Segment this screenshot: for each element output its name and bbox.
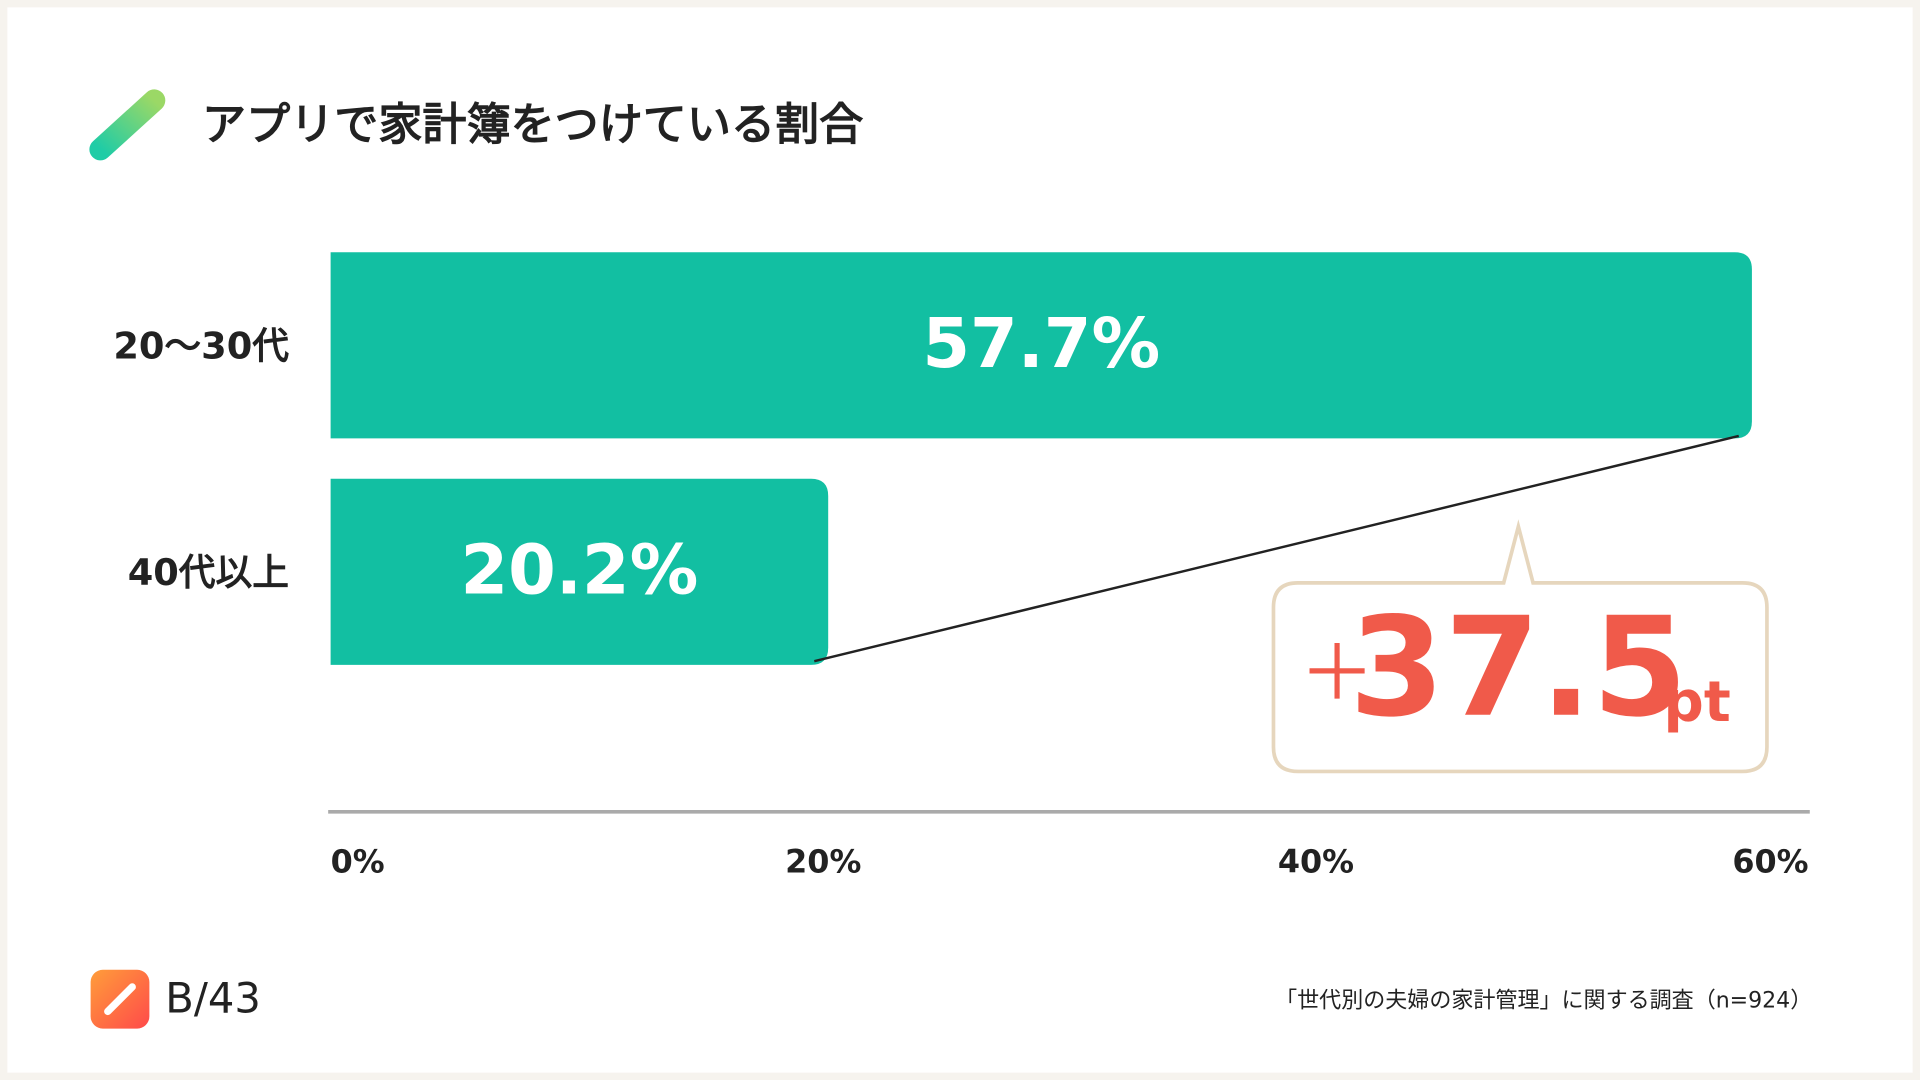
logo-slash bbox=[104, 983, 136, 1016]
card bbox=[7, 7, 1913, 1073]
y-tick-label: 40代以上 bbox=[128, 551, 289, 594]
connector bbox=[813, 434, 1740, 663]
annotation-unit: pt bbox=[1664, 670, 1731, 735]
source: 「世代別の夫婦の家計管理」に関する調査（n=924） bbox=[1275, 989, 1812, 1014]
value-label: 57.7% bbox=[922, 304, 1160, 384]
chart-title: アプリで家計簿をつけている割合 bbox=[202, 99, 864, 150]
title-icon bbox=[89, 89, 166, 161]
x-tick-label: 20% bbox=[785, 842, 861, 880]
logo-text: B/43 bbox=[165, 974, 261, 1023]
y-tick-label: 20〜30代 bbox=[113, 324, 289, 367]
bar bbox=[330, 252, 1752, 439]
annotation-sign: ＋ bbox=[1299, 629, 1375, 717]
x-tick-label: 0% bbox=[331, 842, 385, 880]
bar bbox=[330, 478, 829, 665]
value-label: 20.2% bbox=[460, 530, 698, 610]
x-tick-label: 40% bbox=[1278, 842, 1354, 880]
callout bbox=[1271, 519, 1769, 774]
x-tick-label: 60% bbox=[1732, 842, 1808, 880]
annotation-value: 37.5 bbox=[1349, 589, 1687, 748]
